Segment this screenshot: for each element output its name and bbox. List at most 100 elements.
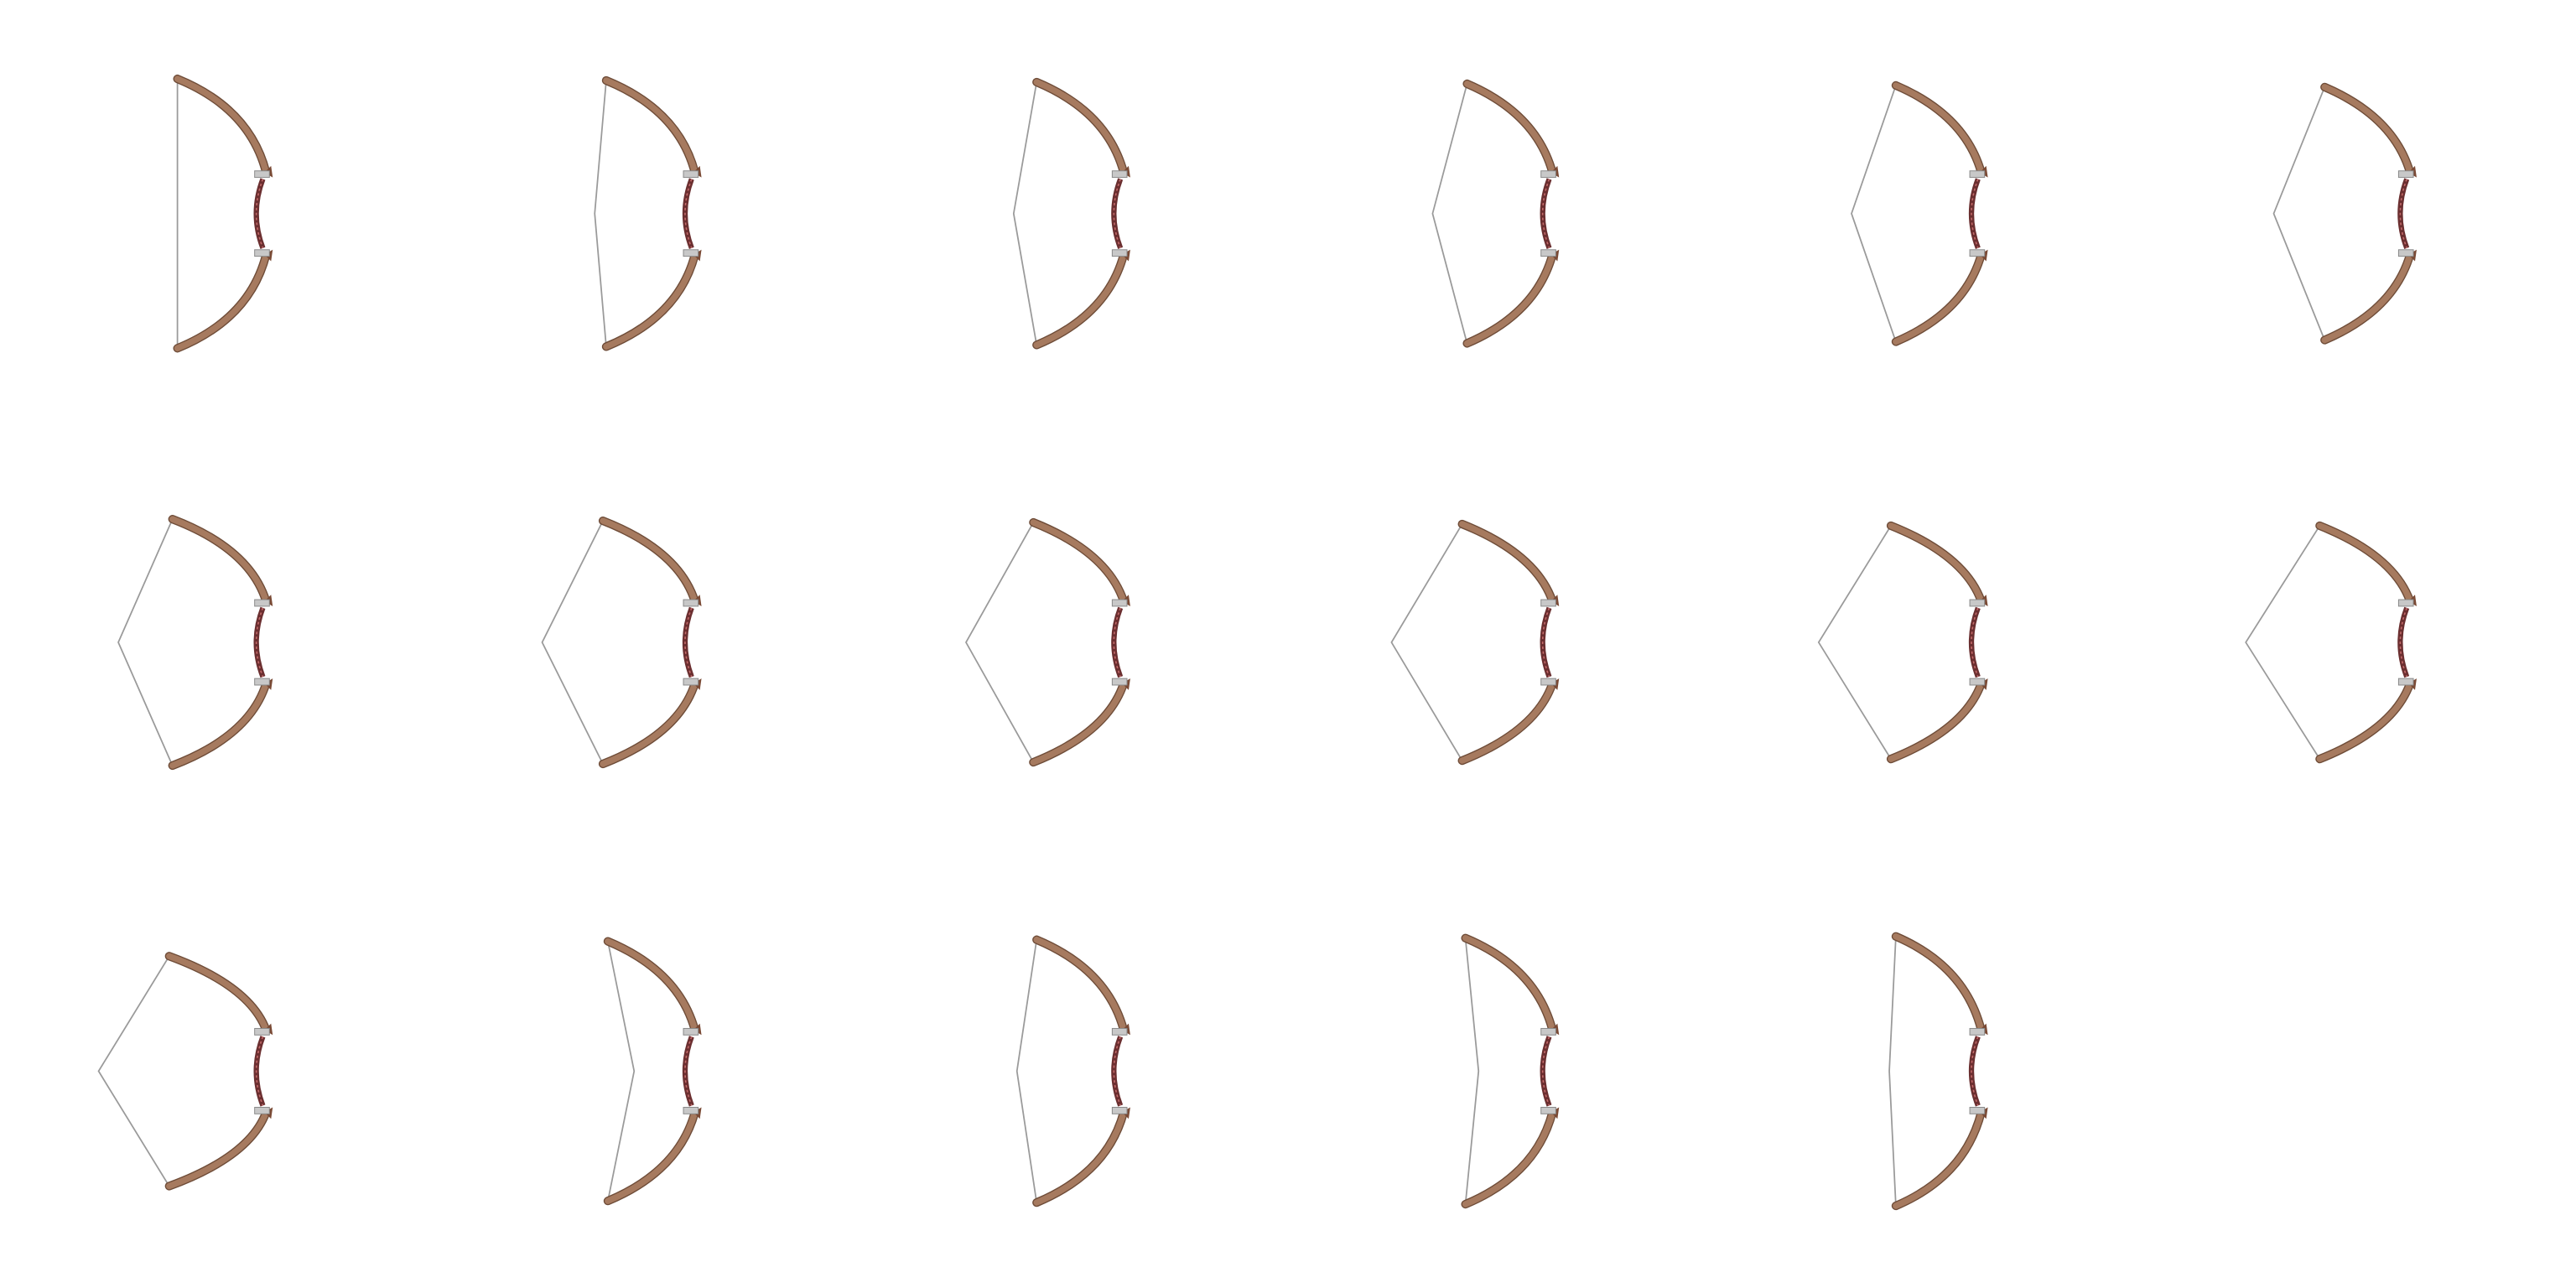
bow-limb-outline — [168, 678, 271, 771]
grip-wrap — [1969, 1027, 1986, 1036]
grip-wrap — [683, 249, 699, 257]
bow-frame — [1390, 519, 1560, 766]
bow-limb — [1458, 680, 1556, 764]
bow-limb-outline — [1886, 678, 1986, 764]
riser-highlight — [1113, 1036, 1121, 1106]
bow-frame — [603, 937, 702, 1206]
grip-wrap — [1111, 599, 1128, 607]
grip-wrap — [1540, 1027, 1556, 1036]
bow-string — [1012, 81, 1038, 345]
bow-limb-outline — [1462, 250, 1557, 348]
bow-limb — [605, 1109, 699, 1204]
riser-highlight — [255, 179, 264, 249]
bow-limb — [1888, 680, 1985, 762]
bow-limb — [1893, 933, 1985, 1034]
bow-limb — [605, 937, 699, 1034]
grip-wrap — [1969, 678, 1986, 686]
bow-limb-outline — [1891, 80, 1986, 177]
bow-limb — [169, 680, 270, 769]
grip-wrap — [2397, 678, 2414, 686]
bow-string — [607, 941, 636, 1202]
bow-string — [2245, 525, 2321, 760]
bow-frame — [594, 75, 702, 351]
riser-highlight — [2399, 607, 2407, 678]
bow-limb-outline — [1029, 517, 1129, 606]
bow-limb-outline — [1461, 933, 1557, 1035]
bow-string — [1888, 936, 1897, 1207]
riser-highlight — [1971, 1036, 1979, 1106]
bow-frame — [117, 515, 273, 771]
bow-limb — [603, 251, 699, 351]
bow-limb-outline — [598, 678, 699, 769]
riser-highlight — [255, 607, 264, 678]
bow-limb-outline — [2320, 82, 2415, 177]
grip-wrap — [1540, 599, 1556, 607]
bow-frame — [1431, 79, 1560, 348]
grip-wrap — [254, 599, 270, 607]
bow-limb — [1030, 519, 1127, 605]
grip-wrap — [1111, 678, 1128, 686]
grip-wrap — [1540, 678, 1556, 686]
bow-string — [1015, 939, 1038, 1203]
bow-limb-outline — [1032, 935, 1129, 1035]
bow-limb — [166, 1109, 270, 1190]
bow-string — [964, 522, 1035, 763]
bow-limb — [2321, 84, 2413, 176]
bow-limb-outline — [601, 250, 699, 351]
riser-highlight — [255, 1036, 264, 1106]
riser-highlight — [1541, 607, 1550, 678]
riser-highlight — [1971, 179, 1979, 249]
grip-wrap — [254, 678, 270, 686]
bow-limb — [1458, 521, 1556, 605]
bow-limb — [1893, 1109, 1985, 1209]
bow-limb-outline — [168, 515, 271, 606]
bow-limb — [2316, 522, 2413, 605]
grip-wrap — [1969, 1107, 1986, 1114]
bow-string — [117, 518, 174, 766]
bow-string — [1431, 83, 1468, 344]
grip-wrap — [1969, 170, 1986, 179]
bow-limb-outline — [1032, 250, 1129, 350]
bow-limb-outline — [164, 1108, 271, 1191]
bow-limb — [1033, 79, 1127, 176]
bow-limb-outline — [2315, 678, 2415, 764]
bow-limb-outline — [1891, 932, 1986, 1035]
bow-limb-outline — [603, 1108, 699, 1206]
bow-frame — [1817, 521, 1988, 764]
bow-limb — [1033, 936, 1127, 1034]
bow-limb-outline — [1457, 678, 1557, 766]
grip-wrap — [683, 1027, 699, 1036]
bow-limb — [2316, 680, 2413, 762]
bow-limb — [174, 75, 270, 176]
bow-limb-outline — [598, 516, 699, 606]
bow-string — [594, 80, 607, 347]
bow-limb-outline — [1891, 1108, 1986, 1211]
riser-highlight — [684, 1036, 693, 1106]
bow-limb-outline — [173, 250, 271, 353]
bow-frame — [1015, 935, 1130, 1208]
grip-wrap — [254, 1107, 270, 1114]
bow-limb-outline — [1032, 77, 1129, 177]
grip-wrap — [254, 1027, 270, 1036]
bow-frame — [173, 74, 273, 353]
bow-frame — [1012, 77, 1130, 350]
bow-string — [97, 955, 170, 1187]
riser-highlight — [684, 179, 693, 249]
bow-frame — [1461, 933, 1560, 1209]
riser-highlight — [1541, 179, 1550, 249]
bow-string — [1817, 525, 1892, 760]
bow-limb — [2321, 251, 2413, 344]
bow-limb — [1462, 934, 1556, 1034]
bow-frame — [1851, 80, 1988, 346]
grip-wrap — [1969, 249, 1986, 257]
grip-wrap — [1969, 599, 1986, 607]
grip-wrap — [2397, 170, 2414, 179]
bow-frame — [2245, 521, 2417, 764]
bow-frame — [964, 517, 1130, 767]
bow-limb-outline — [601, 75, 699, 177]
riser-highlight — [684, 607, 693, 678]
grip-wrap — [683, 678, 699, 686]
bow-limb-outline — [1029, 678, 1129, 767]
grip-wrap — [1111, 249, 1128, 257]
